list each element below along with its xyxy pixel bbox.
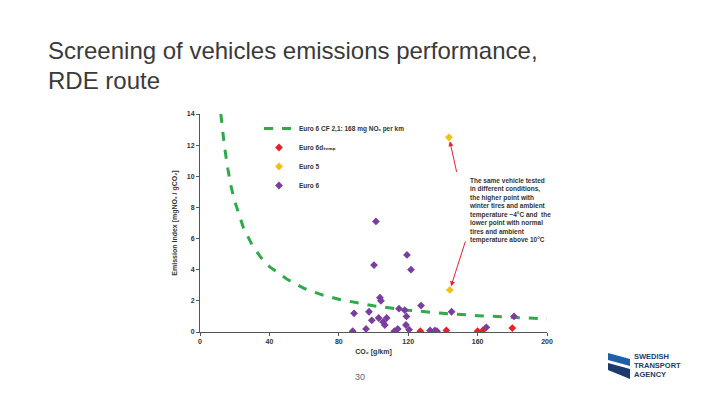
svg-text:0: 0 — [191, 328, 195, 335]
svg-text:40: 40 — [266, 338, 274, 345]
html-text:RDE route: RDE route — [48, 67, 160, 94]
svg-text:CO₂ [g/km]: CO₂ [g/km] — [355, 348, 392, 356]
svg-text:4: 4 — [191, 266, 195, 273]
svg-text:2: 2 — [191, 297, 195, 304]
html-text:AGENCY: AGENCY — [634, 370, 667, 379]
svg-text:80: 80 — [335, 338, 343, 345]
html-text:Screening of vehicles emission: Screening of vehicles emissions performa… — [48, 37, 538, 64]
svg-text:8: 8 — [191, 204, 195, 211]
svg-text:14: 14 — [187, 110, 195, 117]
svg-text:120: 120 — [402, 338, 414, 345]
svg-text:Euro 6 CF 2,1: 168 mg NOₓ per: Euro 6 CF 2,1: 168 mg NOₓ per km — [299, 125, 404, 133]
svg-text:12: 12 — [187, 142, 195, 149]
svg-text:160: 160 — [472, 338, 484, 345]
svg-text:The same vehicle testedin diff: The same vehicle testedin different cond… — [469, 177, 551, 244]
svg-text:Euro 5: Euro 5 — [299, 163, 320, 170]
html-text:TRANSPORT: TRANSPORT — [634, 361, 681, 370]
svg-text:200: 200 — [541, 338, 553, 345]
svg-text:Euro 6dₜₑₘₚ: Euro 6dₜₑₘₚ — [299, 144, 336, 151]
svg-text:6: 6 — [191, 235, 195, 242]
html-text:30: 30 — [355, 372, 365, 382]
svg-text:Emission Index [mgNOₓ / gCO₂]: Emission Index [mgNOₓ / gCO₂] — [171, 170, 179, 275]
svg-text:10: 10 — [187, 173, 195, 180]
svg-text:0: 0 — [198, 338, 202, 345]
svg-text:Euro 6: Euro 6 — [299, 182, 320, 189]
html-text:SWEDISH: SWEDISH — [634, 352, 669, 361]
